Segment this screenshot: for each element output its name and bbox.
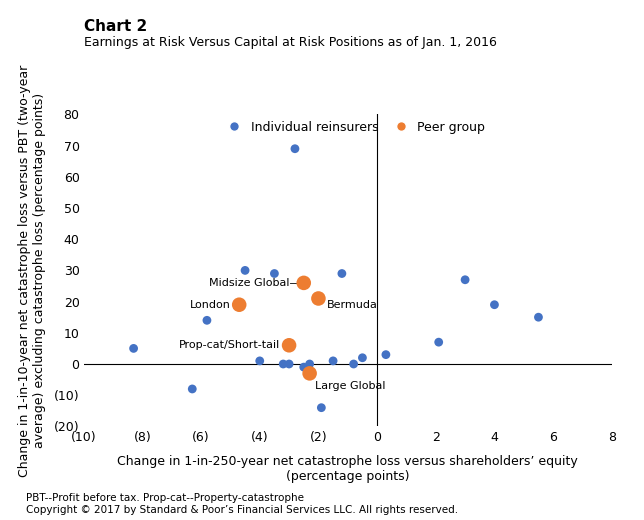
Text: Earnings at Risk Versus Capital at Risk Positions as of Jan. 1, 2016: Earnings at Risk Versus Capital at Risk … <box>84 36 497 49</box>
Individual reinsurers <box>299 363 309 371</box>
Individual reinsurers <box>202 316 212 324</box>
Point <box>284 341 294 349</box>
Legend: Individual reinsurers, Peer group: Individual reinsurers, Peer group <box>222 121 485 134</box>
Individual reinsurers <box>316 404 327 412</box>
Individual reinsurers <box>460 276 470 284</box>
Text: Bermuda: Bermuda <box>327 300 378 310</box>
Individual reinsurers <box>128 344 138 353</box>
Individual reinsurers <box>433 338 444 346</box>
Individual reinsurers <box>328 357 338 365</box>
Point <box>234 301 244 309</box>
Text: Prop-cat/Short-tail: Prop-cat/Short-tail <box>179 340 280 350</box>
Individual reinsurers <box>269 269 279 278</box>
Individual reinsurers <box>254 357 265 365</box>
Individual reinsurers <box>284 360 294 368</box>
Text: London: London <box>189 300 231 310</box>
Individual reinsurers <box>278 360 289 368</box>
Individual reinsurers <box>381 350 391 359</box>
Text: Midsize Global—: Midsize Global— <box>209 278 301 288</box>
Individual reinsurers <box>187 385 198 393</box>
Individual reinsurers <box>290 145 300 153</box>
Point <box>313 294 323 303</box>
Point <box>299 279 309 287</box>
Text: Large Global: Large Global <box>316 381 386 391</box>
Individual reinsurers <box>305 360 315 368</box>
Y-axis label: Change in 1-in-10-year net catastrophe loss versus PBT (two-year
average) exclud: Change in 1-in-10-year net catastrophe l… <box>17 64 46 476</box>
Point <box>305 369 315 378</box>
Individual reinsurers <box>357 354 368 362</box>
Individual reinsurers <box>337 269 347 278</box>
Individual reinsurers <box>348 360 359 368</box>
Individual reinsurers <box>533 313 544 321</box>
X-axis label: Change in 1-in-250-year net catastrophe loss versus shareholders’ equity
(percen: Change in 1-in-250-year net catastrophe … <box>117 454 578 483</box>
Individual reinsurers <box>489 301 500 309</box>
Text: PBT--Profit before tax. Prop-cat--Property-catastrophe
Copyright © 2017 by Stand: PBT--Profit before tax. Prop-cat--Proper… <box>26 493 458 515</box>
Individual reinsurers <box>240 266 251 275</box>
Text: Chart 2: Chart 2 <box>84 19 147 34</box>
